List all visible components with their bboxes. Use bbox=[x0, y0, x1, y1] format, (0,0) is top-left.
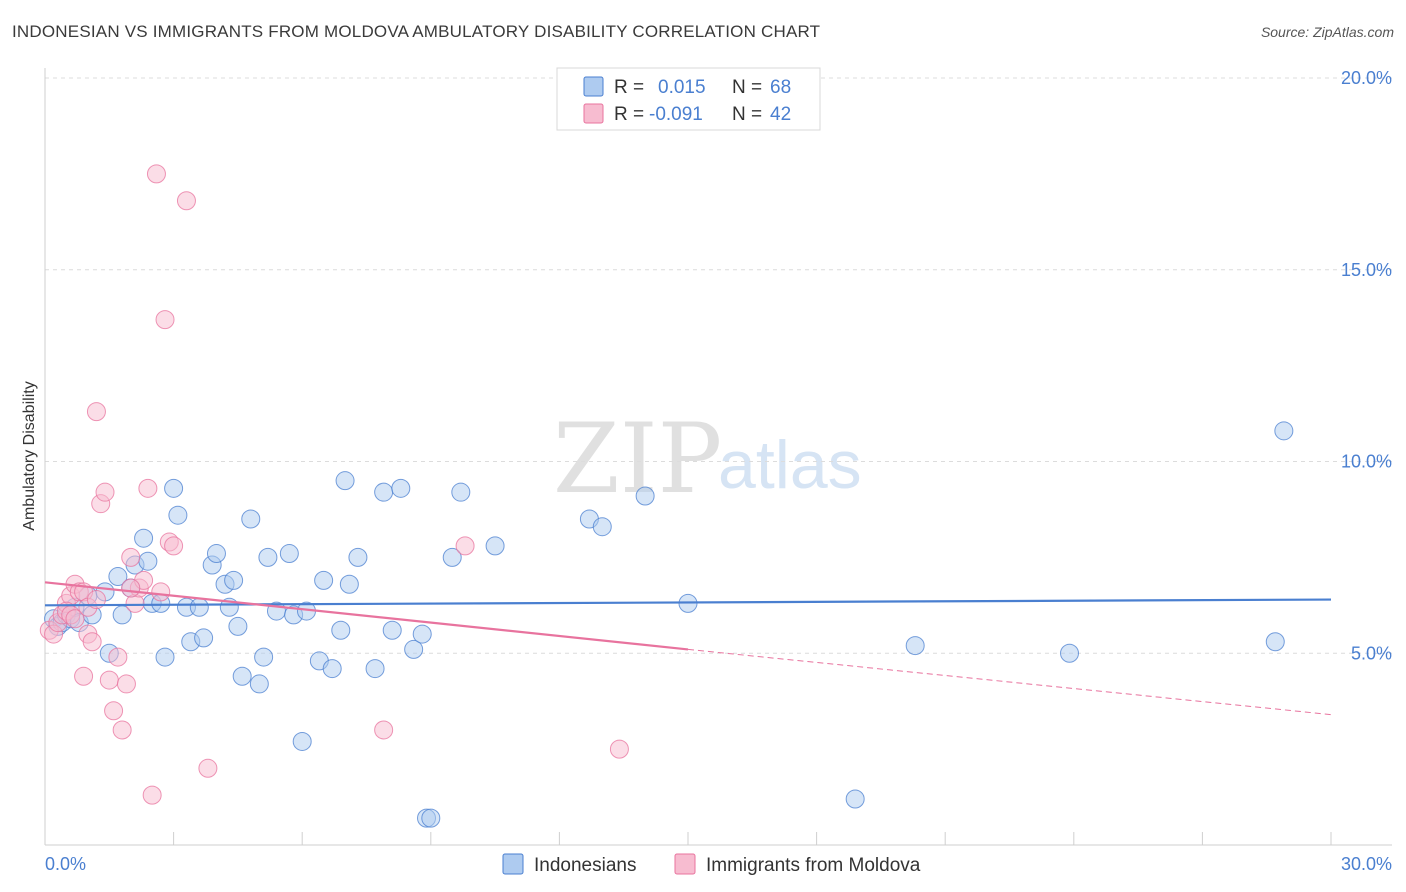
x-ticks bbox=[44, 832, 1332, 845]
chart-title: INDONESIAN VS IMMIGRANTS FROM MOLDOVA AM… bbox=[12, 22, 821, 41]
point-indonesians bbox=[254, 647, 274, 667]
point-indonesians bbox=[905, 636, 925, 656]
point-indonesians bbox=[206, 544, 226, 564]
point-moldova bbox=[455, 536, 475, 556]
point-indonesians bbox=[138, 551, 158, 571]
point-indonesians bbox=[635, 486, 655, 506]
stats-legend-n-value: 68 bbox=[770, 77, 791, 98]
point-moldova bbox=[176, 191, 196, 211]
point-indonesians bbox=[451, 482, 471, 502]
point-indonesians bbox=[339, 574, 359, 594]
point-indonesians bbox=[134, 528, 154, 548]
point-indonesians bbox=[249, 674, 269, 694]
point-moldova bbox=[108, 647, 128, 667]
point-moldova bbox=[164, 536, 184, 556]
point-indonesians bbox=[194, 628, 214, 648]
x-tick-label-max: 30.0% bbox=[1341, 854, 1392, 874]
y-axis-label: Ambulatory Disability bbox=[21, 381, 38, 530]
point-indonesians bbox=[228, 616, 248, 636]
point-moldova bbox=[112, 720, 132, 740]
stats-legend-n-label: N = bbox=[732, 77, 762, 98]
point-indonesians bbox=[292, 731, 312, 751]
stats-legend-swatch-blue bbox=[583, 76, 604, 97]
series-legend-label-moldova: Immigrants from Moldova bbox=[706, 855, 921, 876]
point-moldova bbox=[104, 701, 124, 721]
point-indonesians bbox=[1265, 632, 1285, 652]
x-tick-label-min: 0.0% bbox=[45, 854, 86, 874]
point-indonesians bbox=[382, 620, 402, 640]
point-indonesians bbox=[592, 517, 612, 537]
point-indonesians bbox=[404, 639, 424, 659]
point-indonesians bbox=[421, 808, 441, 828]
point-moldova bbox=[374, 720, 394, 740]
trend-line-moldova bbox=[44, 581, 689, 651]
series-legend-swatch-indonesians bbox=[502, 853, 524, 875]
point-moldova bbox=[155, 310, 175, 330]
y-tick-label: 20.0% bbox=[1341, 68, 1392, 88]
point-moldova bbox=[121, 578, 141, 598]
source-label: Source: ZipAtlas.com bbox=[1260, 24, 1394, 40]
trend-line-moldova-extrapolated bbox=[687, 648, 1332, 716]
point-moldova bbox=[121, 547, 141, 567]
point-indonesians bbox=[845, 789, 865, 809]
point-moldova bbox=[86, 402, 106, 422]
point-indonesians bbox=[391, 478, 411, 498]
stats-legend-n-label: N = bbox=[732, 104, 762, 125]
point-moldova bbox=[82, 632, 102, 652]
point-indonesians bbox=[322, 659, 342, 679]
gridlines bbox=[45, 77, 1392, 654]
point-moldova bbox=[138, 478, 158, 498]
stats-legend-r-value: -0.091 bbox=[649, 104, 703, 125]
point-indonesians bbox=[224, 570, 244, 590]
point-moldova bbox=[95, 482, 115, 502]
point-moldova bbox=[146, 164, 166, 184]
point-moldova bbox=[151, 582, 171, 602]
series-legend: Indonesians Immigrants from Moldova bbox=[502, 853, 921, 876]
point-moldova bbox=[198, 758, 218, 778]
point-indonesians bbox=[155, 647, 175, 667]
stats-legend-r-value: 0.015 bbox=[658, 77, 706, 98]
watermark-atlas: atlas bbox=[718, 427, 862, 503]
y-tick-label: 15.0% bbox=[1341, 260, 1392, 280]
point-indonesians bbox=[189, 597, 209, 617]
point-indonesians bbox=[232, 666, 252, 686]
point-indonesians bbox=[348, 547, 368, 567]
point-indonesians bbox=[374, 482, 394, 502]
stats-legend: R = 0.015 N = 68 R = -0.091 N = 42 bbox=[556, 67, 821, 131]
point-indonesians bbox=[164, 478, 184, 498]
stats-legend-r-label: R = bbox=[614, 77, 644, 98]
y-tick-label: 5.0% bbox=[1351, 643, 1392, 663]
point-moldova bbox=[74, 666, 94, 686]
series-legend-swatch-moldova bbox=[674, 853, 696, 875]
y-tick-label: 10.0% bbox=[1341, 452, 1392, 472]
point-indonesians bbox=[1274, 421, 1294, 441]
point-moldova bbox=[116, 674, 136, 694]
point-indonesians bbox=[442, 547, 462, 567]
point-indonesians bbox=[412, 624, 432, 644]
point-indonesians bbox=[108, 567, 128, 587]
stats-legend-n-value: 42 bbox=[770, 104, 791, 125]
point-indonesians bbox=[335, 471, 355, 491]
point-indonesians bbox=[168, 505, 188, 525]
point-moldova bbox=[65, 609, 85, 629]
point-indonesians bbox=[331, 620, 351, 640]
point-indonesians bbox=[485, 536, 505, 556]
point-moldova bbox=[609, 739, 629, 759]
stats-legend-swatch-pink bbox=[583, 103, 604, 124]
trend-lines bbox=[44, 581, 1332, 716]
point-moldova bbox=[142, 785, 162, 805]
point-indonesians bbox=[1060, 643, 1080, 663]
point-indonesians bbox=[365, 659, 385, 679]
series-legend-label-indonesians: Indonesians bbox=[534, 855, 636, 876]
point-indonesians bbox=[314, 570, 334, 590]
point-indonesians bbox=[241, 509, 261, 529]
y-tick-labels: 5.0% 10.0% 15.0% 20.0% bbox=[1341, 68, 1392, 663]
point-indonesians bbox=[279, 544, 299, 564]
data-points bbox=[39, 164, 1294, 828]
point-moldova bbox=[99, 670, 119, 690]
point-indonesians bbox=[258, 547, 278, 567]
stats-legend-r-label: R = bbox=[614, 104, 644, 125]
